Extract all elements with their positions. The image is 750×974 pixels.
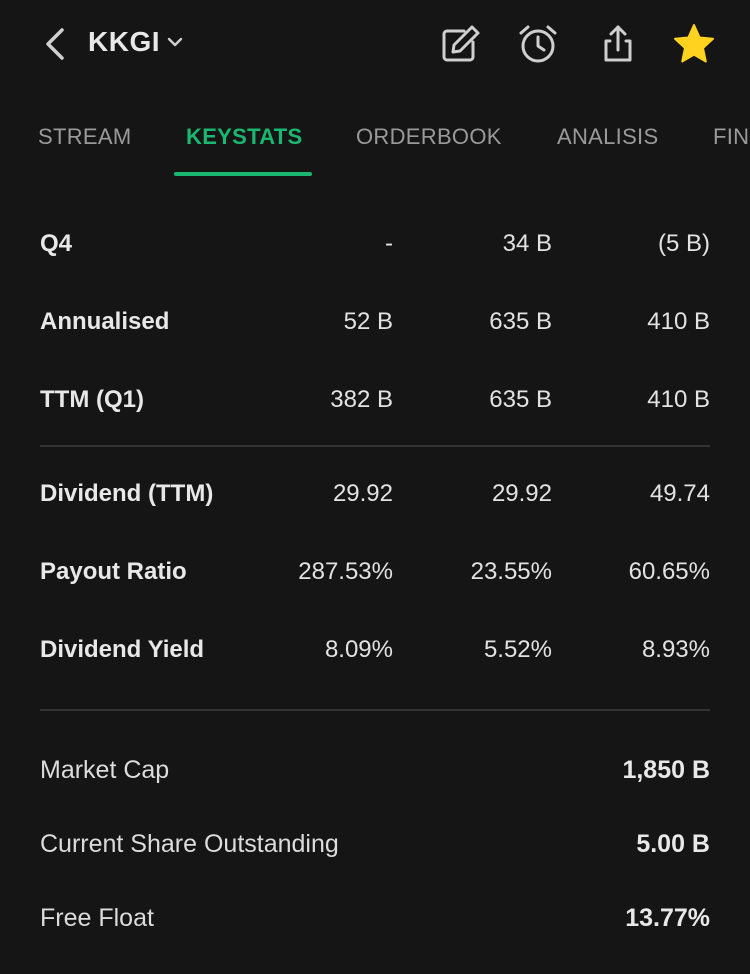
row-label: Dividend Yield xyxy=(40,636,205,663)
row-value: 382 B xyxy=(330,386,393,413)
row-value: 60.65% xyxy=(628,558,710,585)
share-icon[interactable] xyxy=(596,22,640,66)
table-row: Payout Ratio 287.53% 23.55% 60.65% xyxy=(40,558,710,598)
summary-value: 13.77% xyxy=(625,904,710,932)
row-value: - xyxy=(385,230,393,257)
summary-row-share-outstanding: Current Share Outstanding 5.00 B xyxy=(40,830,710,870)
star-icon[interactable] xyxy=(672,22,716,66)
tab-analisis[interactable]: ANALISIS xyxy=(557,124,659,149)
table-row: Dividend Yield 8.09% 5.52% 8.93% xyxy=(40,636,710,676)
row-label: Dividend (TTM) xyxy=(40,480,214,507)
row-value: 52 B xyxy=(343,308,393,335)
row-value: 34 B xyxy=(502,230,552,257)
row-value: 8.09% xyxy=(324,636,393,663)
tab-keystats[interactable]: KEYSTATS xyxy=(186,124,303,149)
tab-stream[interactable]: STREAM xyxy=(38,124,132,149)
summary-value: 5.00 B xyxy=(636,830,710,858)
row-label: TTM (Q1) xyxy=(40,386,144,413)
row-value: 635 B xyxy=(489,308,552,335)
table-row: Dividend (TTM) 29.92 29.92 49.74 xyxy=(40,480,710,520)
row-value: 635 B xyxy=(489,386,552,413)
summary-row-free-float: Free Float 13.77% xyxy=(40,904,710,944)
alarm-clock-icon[interactable] xyxy=(516,22,560,66)
table-row: Annualised 52 B 635 B 410 B xyxy=(40,308,710,348)
summary-label: Free Float xyxy=(40,904,154,932)
back-chevron-icon[interactable] xyxy=(38,24,74,64)
summary-label: Current Share Outstanding xyxy=(40,830,339,858)
divider xyxy=(40,445,710,447)
row-value: 8.93% xyxy=(641,636,710,663)
row-value: 5.52% xyxy=(483,636,552,663)
chevron-down-icon[interactable] xyxy=(166,35,184,49)
tab-orderbook[interactable]: ORDERBOOK xyxy=(356,124,502,149)
row-value: (5 B) xyxy=(657,230,710,257)
top-bar: KKGI xyxy=(0,0,750,92)
tab-bar: STREAM KEYSTATS ORDERBOOK ANALISIS FIN xyxy=(0,100,750,180)
tab-fin[interactable]: FIN xyxy=(713,124,750,149)
ticker-symbol[interactable]: KKGI xyxy=(88,26,160,57)
row-label: Q4 xyxy=(40,230,73,257)
row-value: 410 B xyxy=(647,308,710,335)
row-value: 23.55% xyxy=(470,558,552,585)
table-row: TTM (Q1) 382 B 635 B 410 B xyxy=(40,386,710,426)
row-value: 410 B xyxy=(647,386,710,413)
summary-value: 1,850 B xyxy=(622,756,710,784)
row-label: Annualised xyxy=(40,308,170,335)
edit-icon[interactable] xyxy=(438,22,482,66)
summary-row-market-cap: Market Cap 1,850 B xyxy=(40,756,710,796)
row-value: 49.74 xyxy=(649,480,710,507)
row-value: 29.92 xyxy=(332,480,393,507)
row-label: Payout Ratio xyxy=(40,558,187,585)
active-tab-indicator xyxy=(174,172,312,176)
divider xyxy=(40,709,710,711)
row-value: 287.53% xyxy=(298,558,393,585)
table-row: Q4 - 34 B (5 B) xyxy=(40,230,710,270)
summary-label: Market Cap xyxy=(40,756,170,784)
row-value: 29.92 xyxy=(491,480,552,507)
